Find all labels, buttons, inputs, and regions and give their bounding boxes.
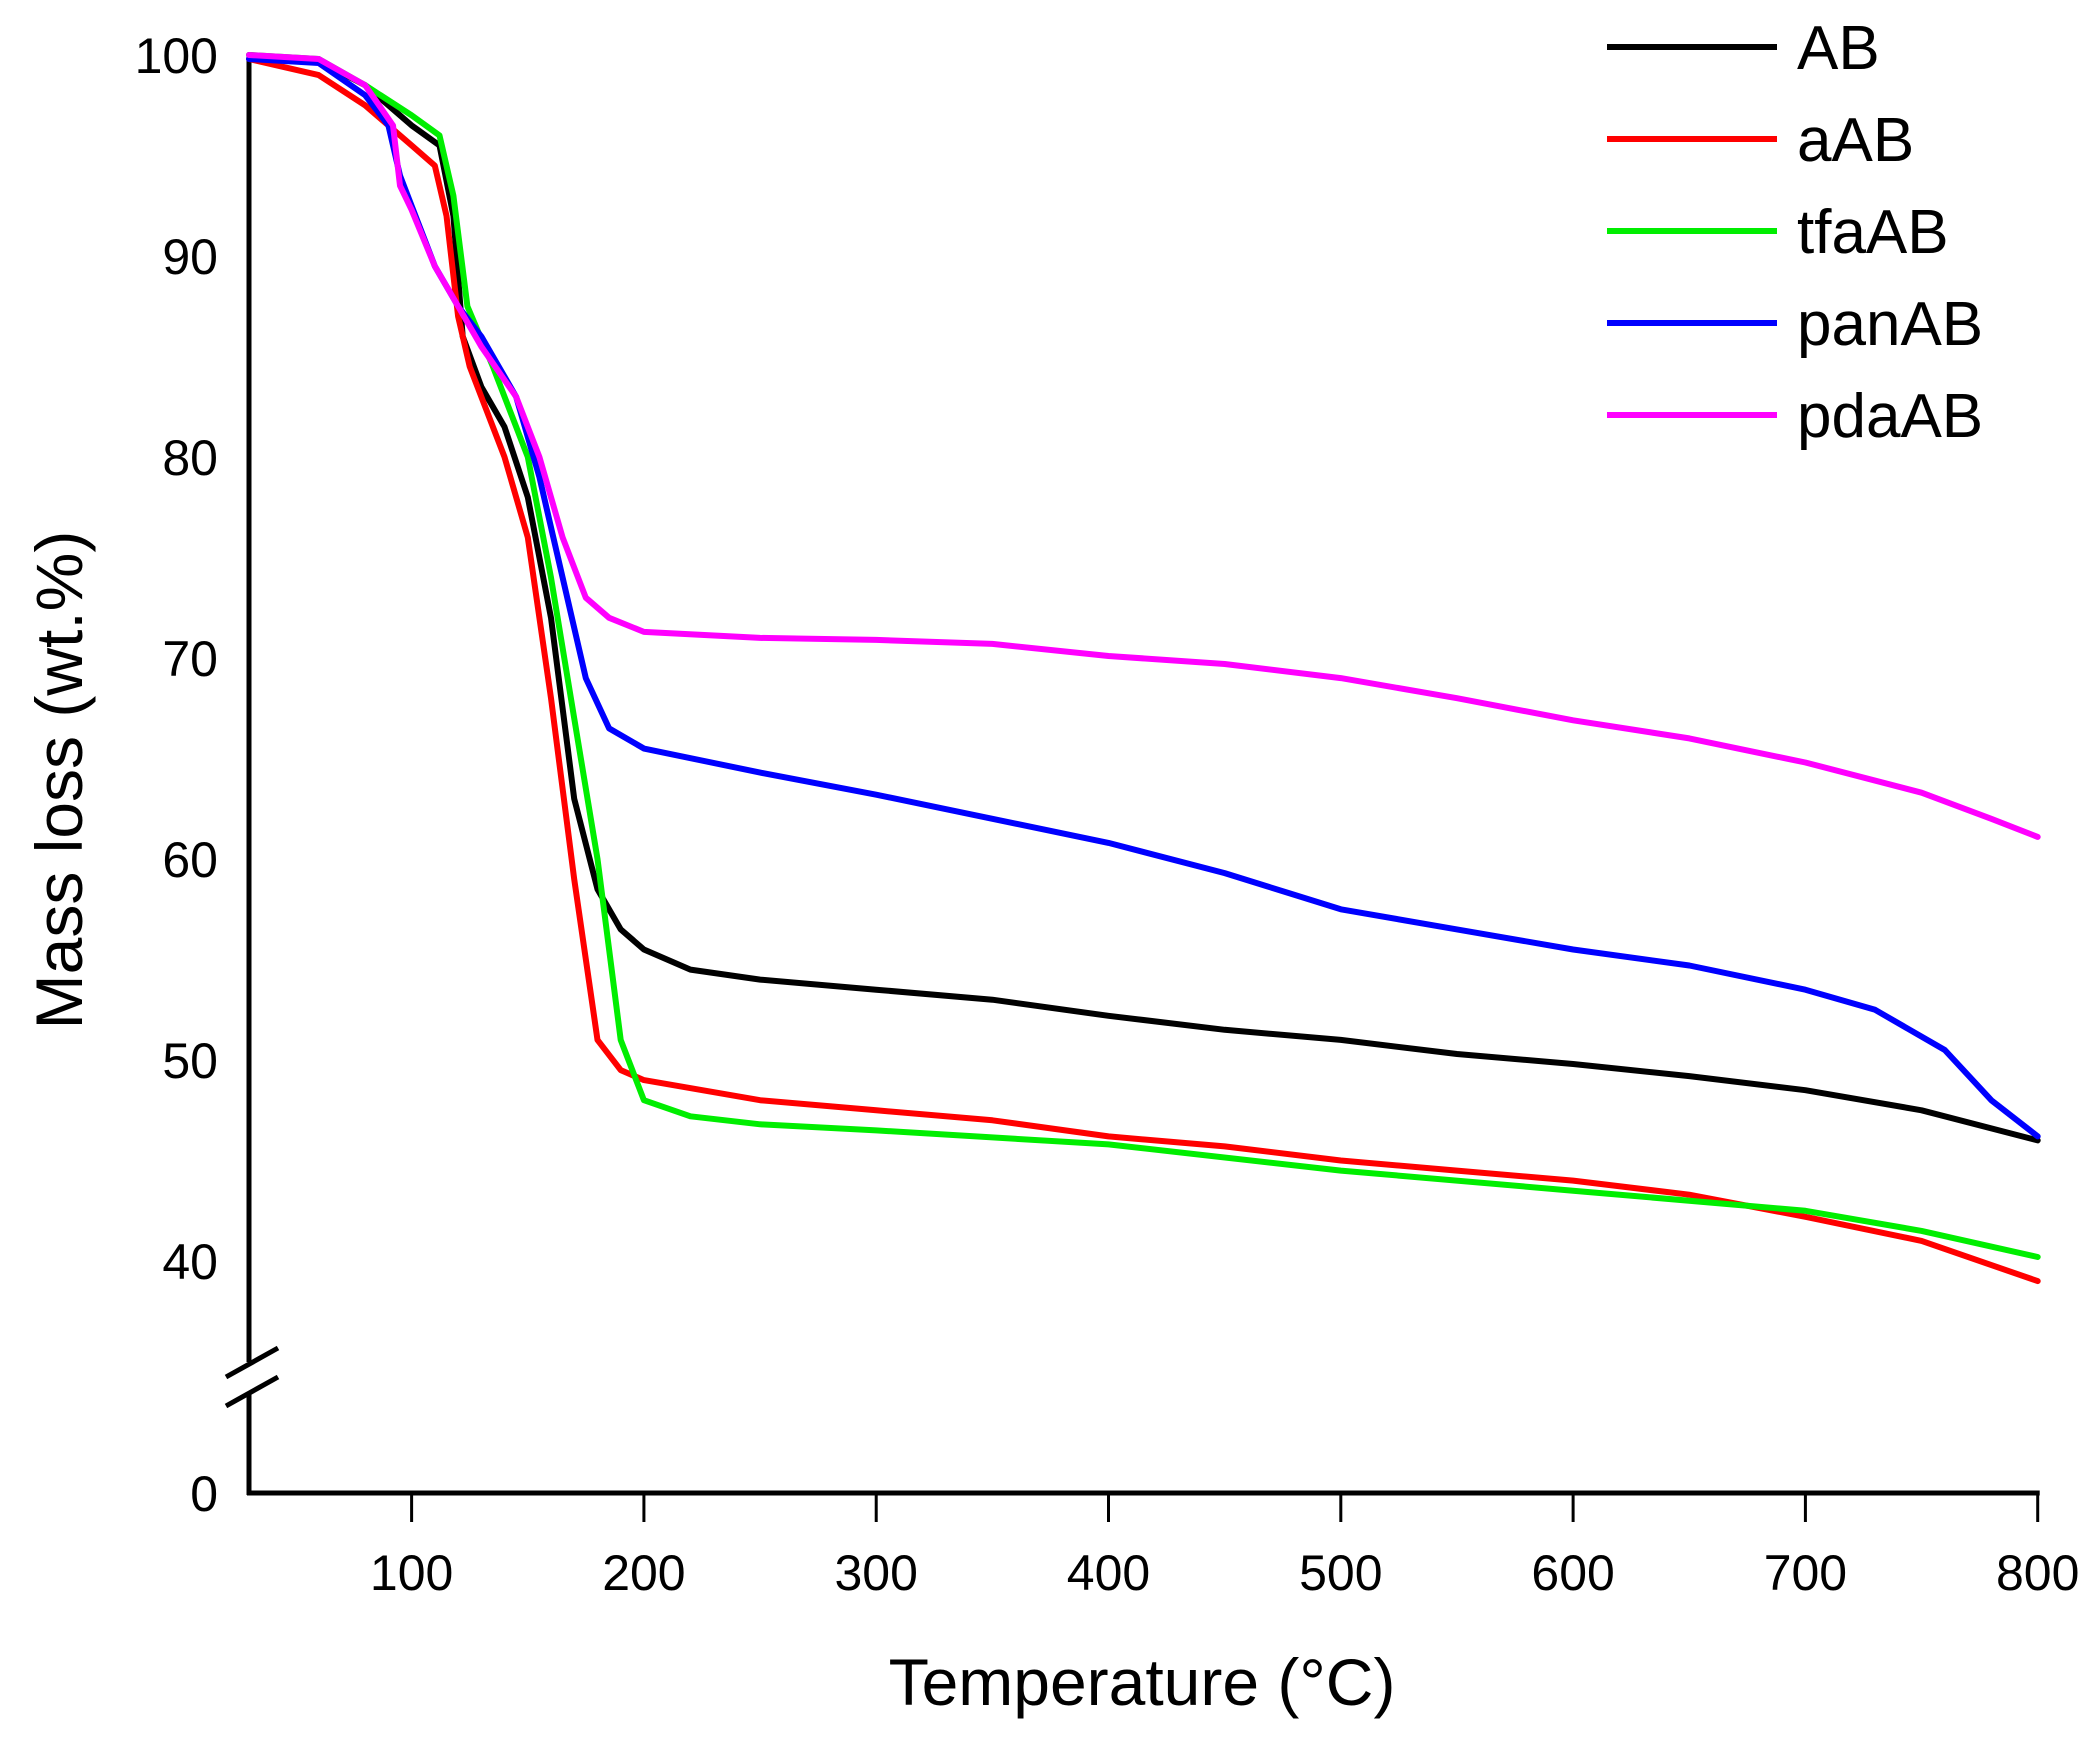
legend: AB aAB tfaAB panAB pdaAB [1607,14,1983,451]
x-tick-label: 100 [370,1545,453,1601]
series-line-AB [246,52,2041,1144]
legend-label-panAB: panAB [1797,290,1983,359]
y-tick-label: 60 [162,832,218,888]
x-tick-label: 600 [1531,1545,1614,1601]
series-lines [246,52,2041,1285]
axis-break-mark [224,1345,280,1380]
legend-label-tfaAB: tfaAB [1797,198,1949,267]
y-tick-label: 0 [190,1466,218,1522]
x-axis-title: Temperature (°C) [889,1645,1396,1719]
x-tick-label: 300 [834,1545,917,1601]
legend-label-AB: AB [1797,14,1880,83]
x-tick-label: 800 [1996,1545,2079,1601]
legend-label-aAB: aAB [1797,106,1914,175]
y-tick-label: 40 [162,1234,218,1290]
y-tick-label: 100 [135,28,218,84]
legend-label-pdaAB: pdaAB [1797,382,1983,451]
x-tick-label: 200 [602,1545,685,1601]
series-line-panAB [246,56,2041,1140]
y-axis-title: Mass loss (wt.%) [22,531,96,1030]
axis-break-mark [224,1374,280,1409]
y-tick-label: 90 [162,229,218,285]
x-tick-label: 700 [1764,1545,1847,1601]
x-tick-label: 500 [1299,1545,1382,1601]
x-tick-label: 400 [1067,1545,1150,1601]
series-line-tfaAB [246,52,2041,1260]
y-tick-label: 80 [162,430,218,486]
series-line-pdaAB [246,52,2041,840]
series-line-aAB [246,56,2041,1285]
y-tick-label: 70 [162,631,218,687]
y-tick-label: 50 [162,1033,218,1089]
